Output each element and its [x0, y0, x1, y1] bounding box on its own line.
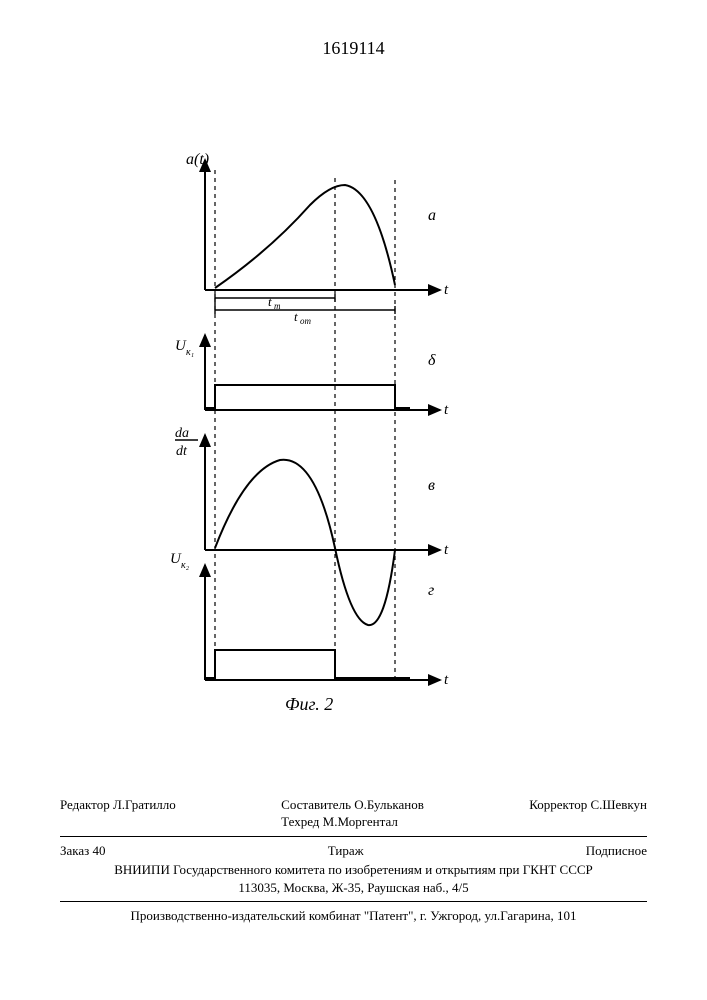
subscription: Подписное [586, 842, 647, 860]
svg-text:δ: δ [428, 352, 436, 369]
svg-text:г: г [428, 582, 434, 599]
svg-text:da: da [175, 426, 189, 441]
tirazh: Тираж [328, 842, 364, 860]
footer-block: Редактор Л.Гратилло Составитель О.Булька… [60, 794, 647, 925]
panel-a: a(t) t t m t om а [186, 151, 449, 326]
svg-text:dt: dt [176, 444, 188, 459]
editor: Редактор Л.Гратилло [60, 796, 176, 831]
figure-2: a(t) t t m t om а U к₁ t δ da dt t в U к… [150, 150, 500, 730]
svg-text:m: m [274, 301, 281, 311]
compiler-techred: Составитель О.Бульканов Техред М.Моргент… [281, 796, 424, 831]
panel-b: U к₁ t δ [175, 335, 449, 418]
svg-text:t: t [294, 309, 298, 324]
order-no: Заказ 40 [60, 842, 106, 860]
svg-text:к₁: к₁ [186, 347, 194, 358]
svg-text:в: в [428, 477, 435, 494]
org-line2: 113035, Москва, Ж-35, Раушская наб., 4/5 [60, 879, 647, 897]
svg-text:t: t [444, 282, 449, 298]
patent-number: 1619114 [0, 38, 707, 59]
svg-text:а: а [428, 207, 436, 224]
svg-text:к₂: к₂ [181, 560, 190, 571]
svg-text:t: t [444, 402, 449, 418]
svg-text:t: t [444, 672, 449, 688]
svg-text:t: t [444, 542, 449, 558]
svg-text:t: t [268, 294, 272, 309]
panel-v: da dt t в U к₂ [170, 426, 449, 625]
svg-text:om: om [300, 316, 312, 326]
publisher: Производственно-издательский комбинат "П… [60, 907, 647, 925]
figure-caption: Фиг. 2 [285, 694, 333, 714]
svg-text:a(t): a(t) [186, 151, 209, 168]
org-line1: ВНИИПИ Государственного комитета по изоб… [60, 861, 647, 879]
panel-g: t г [205, 565, 449, 688]
corrector: Корректор С.Шевкун [529, 796, 647, 831]
